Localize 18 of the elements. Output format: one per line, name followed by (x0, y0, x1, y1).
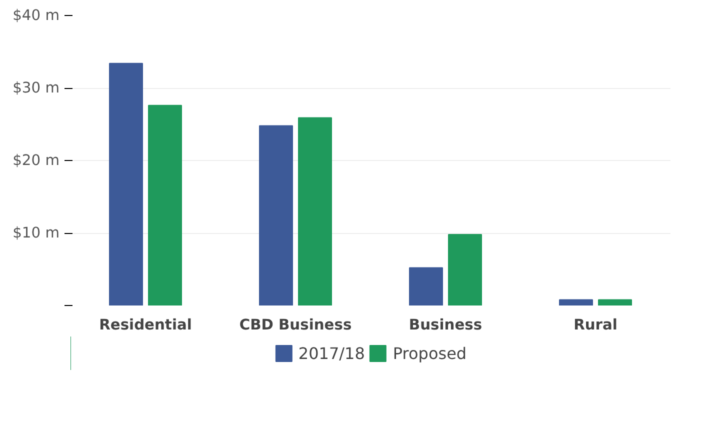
bar (598, 299, 632, 306)
bar (559, 299, 593, 306)
x-tick-label: CBD Business (239, 316, 352, 334)
x-tick-label: Rural (574, 316, 618, 334)
bar (448, 234, 482, 306)
bar (148, 104, 182, 306)
legend-label: Proposed (392, 344, 467, 362)
bar (298, 117, 332, 306)
x-tick-label: Residential (99, 316, 192, 334)
y-tick-label: $30 m (12, 80, 60, 96)
legend-label: 2017/18 (298, 344, 365, 362)
y-tick-label: $20 m (12, 152, 60, 169)
y-tick-label: $10 m (12, 224, 60, 242)
bar (409, 267, 443, 306)
y-tick-label: $40 m (12, 7, 60, 24)
x-tick-label: Business (408, 316, 482, 334)
bar (109, 62, 143, 306)
bar (259, 125, 293, 306)
